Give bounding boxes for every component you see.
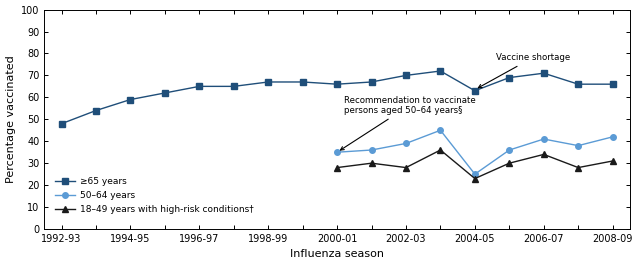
Text: Recommendation to vaccinate
persons aged 50–64 years§: Recommendation to vaccinate persons aged… <box>340 95 476 150</box>
Y-axis label: Percentage vaccinated: Percentage vaccinated <box>6 55 15 183</box>
X-axis label: Influenza season: Influenza season <box>290 249 384 259</box>
Legend: ≥65 years, 50–64 years, 18–49 years with high-risk conditions†: ≥65 years, 50–64 years, 18–49 years with… <box>52 174 257 218</box>
Text: Vaccine shortage: Vaccine shortage <box>478 53 570 88</box>
